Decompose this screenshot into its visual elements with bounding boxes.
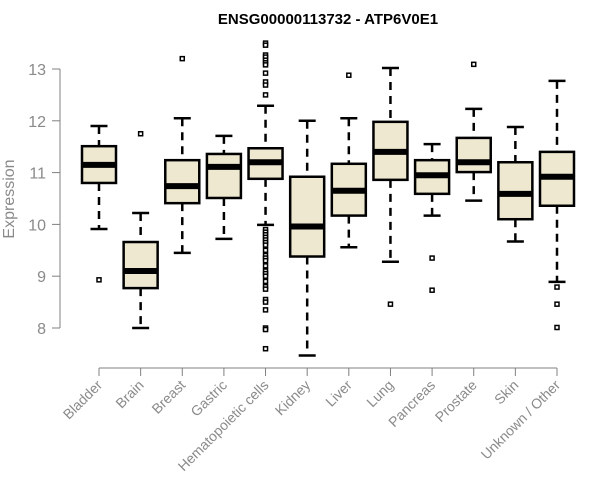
iqr-box bbox=[288, 175, 326, 258]
box-kidney bbox=[288, 119, 326, 357]
iqr-box bbox=[455, 136, 492, 174]
x-tick-label: Unknown / Other bbox=[478, 377, 564, 463]
box-prostate bbox=[455, 61, 492, 202]
y-tick-label: 10 bbox=[28, 217, 46, 234]
outlier-point bbox=[429, 255, 435, 261]
outlier-point bbox=[262, 257, 269, 264]
outlier-point bbox=[262, 286, 269, 292]
outlier-point bbox=[262, 273, 269, 279]
outlier-point bbox=[262, 70, 269, 76]
outlier-point bbox=[554, 301, 560, 307]
outlier-point bbox=[262, 299, 269, 305]
outlier-point bbox=[262, 307, 269, 313]
outlier-point bbox=[96, 277, 102, 283]
outlier-point bbox=[262, 242, 269, 248]
x-tick-label: Breast bbox=[148, 377, 188, 417]
y-tick-label: 8 bbox=[37, 321, 46, 338]
x-tick-label: Liver bbox=[322, 377, 355, 410]
box-skin bbox=[497, 125, 534, 243]
box-unknown-other bbox=[538, 79, 576, 331]
outlier-point bbox=[554, 324, 560, 331]
outlier-point bbox=[387, 301, 394, 307]
iqr-box bbox=[164, 158, 201, 205]
y-axis: 8 9 10 11 12 13 bbox=[28, 62, 61, 338]
outlier-point bbox=[470, 61, 477, 68]
outlier-point bbox=[262, 62, 269, 68]
y-axis-label: Expression bbox=[1, 159, 18, 238]
outlier-point bbox=[262, 92, 269, 98]
outlier-point bbox=[262, 247, 269, 254]
x-tick-label: Lung bbox=[363, 377, 396, 410]
y-tick-label: 13 bbox=[28, 62, 46, 79]
outlier-point bbox=[262, 82, 269, 88]
y-tick-label: 11 bbox=[29, 166, 46, 183]
outlier-point bbox=[137, 131, 144, 137]
outlier-point bbox=[262, 263, 269, 269]
iqr-box bbox=[205, 152, 243, 200]
box-gastric bbox=[205, 134, 243, 241]
outlier-point bbox=[262, 278, 269, 285]
box-hematopoietic-cells bbox=[247, 40, 284, 352]
x-tick-label: Kidney bbox=[272, 377, 314, 419]
iqr-box bbox=[497, 160, 534, 221]
iqr-box bbox=[122, 240, 159, 290]
boxes bbox=[80, 40, 576, 357]
x-tick-label: Skin bbox=[491, 377, 522, 408]
box-liver bbox=[330, 72, 368, 249]
x-tick-label: Prostate bbox=[432, 377, 480, 425]
box-bladder bbox=[80, 124, 118, 283]
box-brain bbox=[122, 131, 159, 330]
box-lung bbox=[372, 66, 409, 307]
outlier-point bbox=[179, 55, 186, 62]
outlier-point bbox=[554, 284, 560, 290]
outlier-point bbox=[346, 72, 352, 78]
outlier-point bbox=[262, 326, 269, 333]
chart-title: ENSG00000113732 - ATP6V0E1 bbox=[218, 11, 438, 28]
box-breast bbox=[164, 55, 201, 255]
outlier-point bbox=[262, 42, 269, 48]
y-tick-label: 9 bbox=[37, 269, 46, 286]
outlier-point bbox=[262, 345, 269, 352]
outlier-point bbox=[429, 287, 435, 293]
y-tick-label: 12 bbox=[28, 114, 46, 131]
x-tick-label: Bladder bbox=[60, 377, 106, 423]
x-tick-label: Brain bbox=[112, 377, 146, 411]
box-pancreas bbox=[413, 142, 451, 293]
